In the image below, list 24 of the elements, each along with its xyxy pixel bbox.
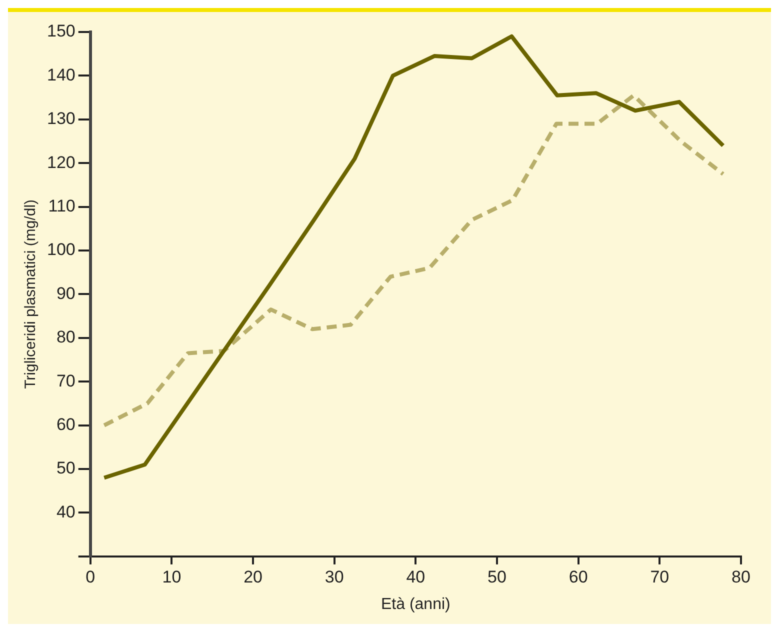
y-tick-label: 40 — [56, 502, 76, 522]
y-tick-label: 120 — [46, 152, 76, 172]
x-tick-label: 0 — [86, 567, 96, 586]
y-tick-label: 130 — [46, 109, 76, 128]
y-tick-label: 50 — [56, 458, 76, 478]
y-tick-label: 150 — [46, 22, 76, 41]
x-tick-label: 60 — [568, 567, 588, 586]
y-axis-title: Trigliceridi plasmatici (mg/dl) — [22, 199, 40, 389]
y-tick-label: 60 — [56, 414, 76, 434]
y-tick-label: 140 — [46, 65, 76, 84]
x-tick-label: 40 — [406, 567, 426, 586]
y-tick-label: 100 — [46, 240, 76, 260]
x-tick-label: 80 — [732, 567, 750, 586]
x-tick-label: 30 — [324, 567, 344, 586]
y-tick-label: 90 — [56, 284, 76, 303]
x-tick-label: 20 — [244, 567, 262, 586]
y-tick-label: 110 — [48, 196, 76, 216]
x-tick-label: 70 — [650, 567, 670, 586]
x-tick-label: 50 — [488, 567, 506, 586]
y-tick-label: 80 — [56, 328, 76, 347]
y-tick-label: 70 — [56, 371, 76, 390]
x-axis-title: Età (anni) — [380, 596, 450, 613]
line-series — [102, 93, 726, 428]
x-tick-label: 10 — [162, 567, 182, 586]
